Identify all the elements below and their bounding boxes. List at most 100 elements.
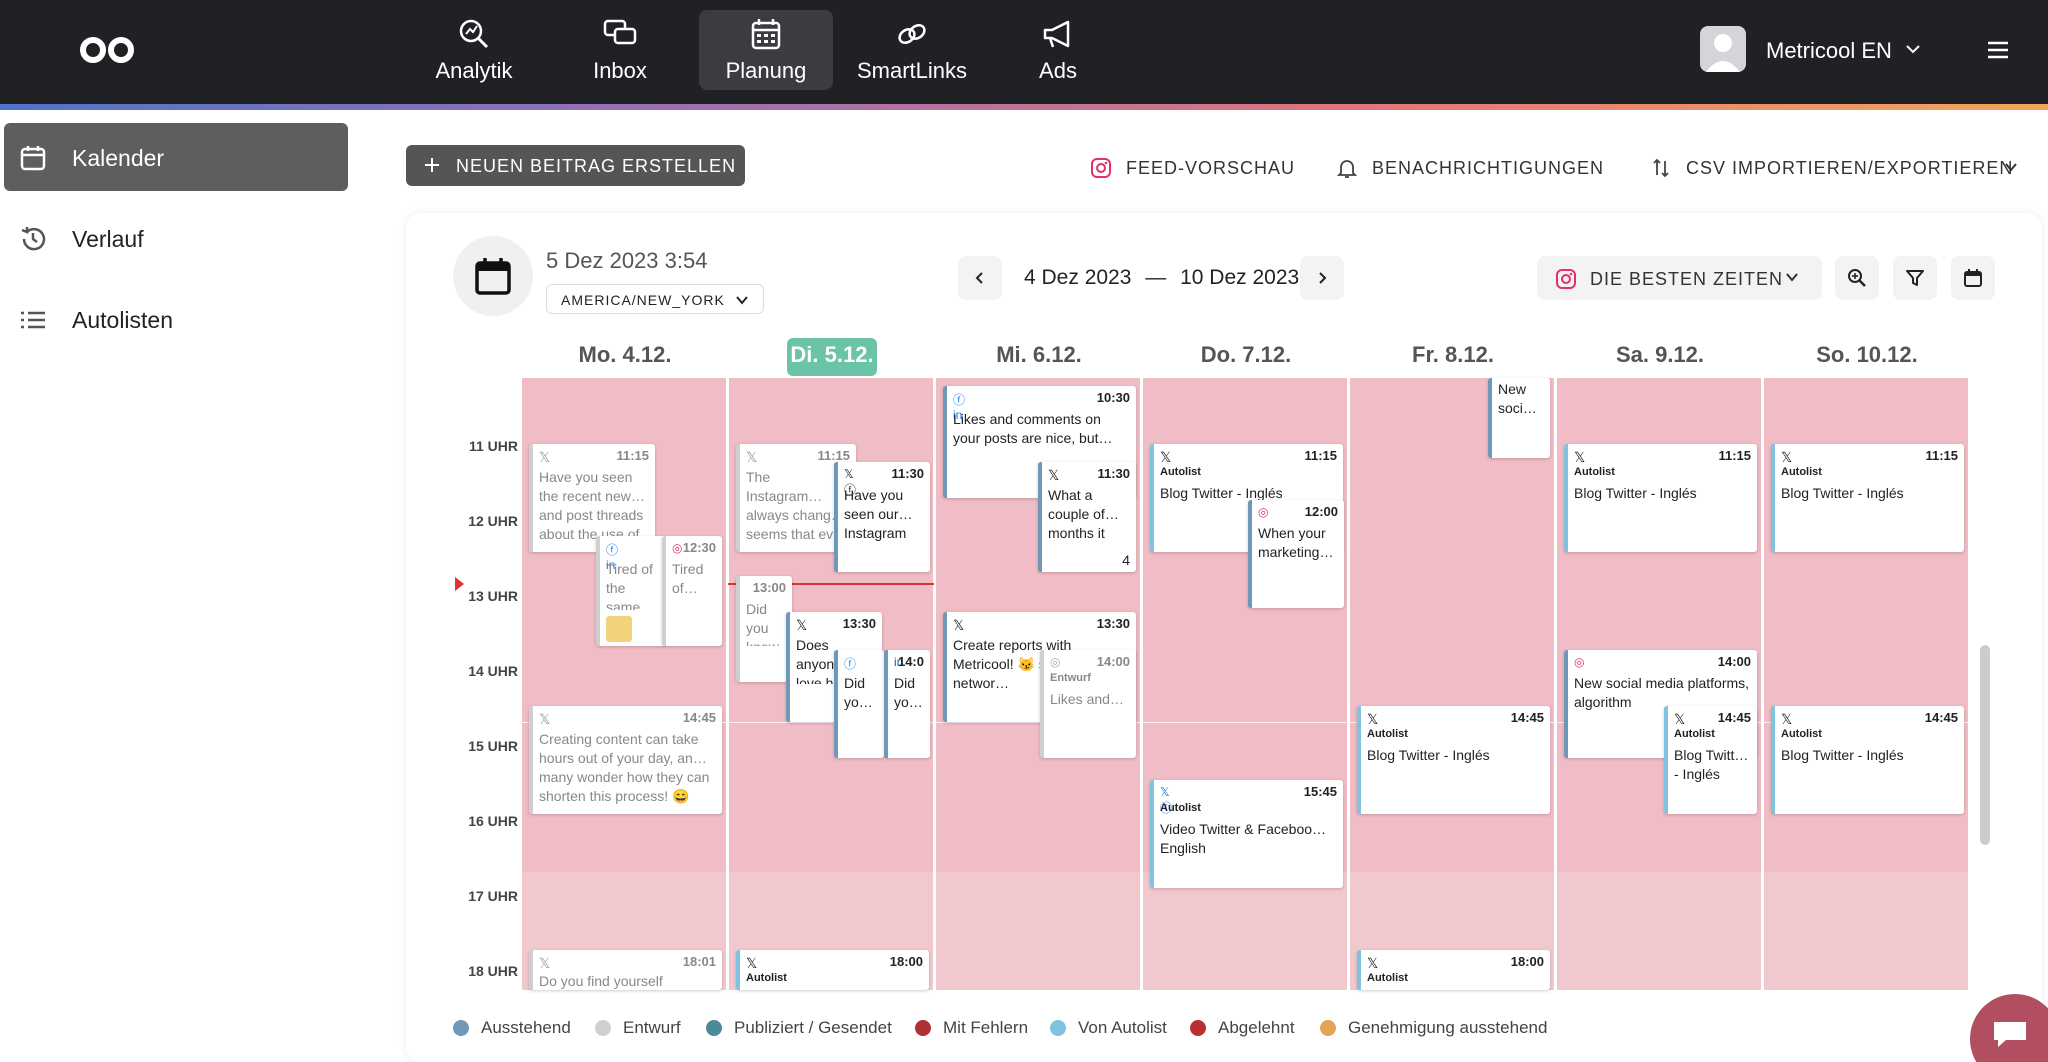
post-text: New social media platforms, algorithm xyxy=(1574,675,1750,710)
feed-preview-button[interactable]: FEED-VORSCHAU xyxy=(1074,145,1306,189)
next-week-button[interactable] xyxy=(1300,256,1344,300)
post-time: 11:15 xyxy=(1718,448,1751,463)
x-twitter-icon: 𝕏 xyxy=(953,617,965,633)
filter-icon xyxy=(1906,270,1924,286)
post-card[interactable]: 𝕏 11:30 What a couple of… months it 4 xyxy=(1038,462,1136,572)
post-card[interactable]: 𝕏 14:45 Autolist Blog Twitter - Inglés xyxy=(1357,706,1550,814)
post-time: 11:30 xyxy=(1097,466,1130,481)
range-separator: — xyxy=(1145,266,1167,289)
metricool-logo-icon[interactable] xyxy=(78,34,136,66)
nav-ads[interactable]: Ads xyxy=(991,10,1125,90)
list-icon xyxy=(21,311,45,329)
post-card[interactable]: 𝕏 14:45 Creating content can take hours … xyxy=(529,706,722,814)
current-datetime: 5 Dez 2023 3:54 xyxy=(546,248,708,273)
day-header[interactable]: So. 10.12. xyxy=(1816,342,1918,367)
post-time: 18:00 xyxy=(889,954,923,969)
post-text: What a couple of… months it xyxy=(1048,487,1119,541)
hamburger-menu-icon[interactable] xyxy=(1984,36,2012,64)
post-time: 14:00 xyxy=(1096,654,1130,669)
sidebar-item-kalender[interactable]: Kalender xyxy=(4,123,348,191)
post-card[interactable]: 𝕏 18:00 Autolist xyxy=(1357,950,1550,990)
post-card[interactable]: 𝕏 18:00 Autolist xyxy=(736,950,929,990)
account-name[interactable]: Metricool EN xyxy=(1766,38,1892,63)
post-card[interactable]: 𝕏 ⓕ 15:45 Autolist Video Twitter & Faceb… xyxy=(1150,780,1343,888)
legend-label: Publiziert / Gesendet xyxy=(734,1018,892,1037)
chevron-down-icon[interactable] xyxy=(1904,40,1922,58)
post-card[interactable]: New soci… xyxy=(1488,378,1550,458)
post-card[interactable]: 𝕏 11:15 Autolist Blog Twitter - Inglés xyxy=(1564,444,1757,552)
new-post-label: NEUEN BEITRAG ERSTELLEN xyxy=(456,156,737,176)
nav-planung[interactable]: Planung xyxy=(699,10,833,90)
day-header[interactable]: Mi. 6.12. xyxy=(996,342,1082,367)
nav-inbox[interactable]: Inbox xyxy=(553,10,687,90)
x-twitter-icon: 𝕏 xyxy=(746,449,758,465)
day-header[interactable]: Do. 7.12. xyxy=(1200,342,1292,367)
x-facebook-icon: 𝕏 ⓕ xyxy=(1160,785,1173,815)
post-time: 13:30 xyxy=(842,616,876,631)
post-card[interactable]: 𝕏 11:15 Autolist Blog Twitter - Inglés xyxy=(1771,444,1964,552)
nav-analytik[interactable]: Analytik xyxy=(407,10,541,90)
inbox-icon xyxy=(603,19,637,45)
instagram-icon: ◎ xyxy=(1258,505,1269,519)
chevron-right-icon xyxy=(1319,272,1327,284)
new-post-button[interactable]: NEUEN BEITRAG ERSTELLEN xyxy=(406,145,745,186)
previous-week-button[interactable] xyxy=(958,256,1002,300)
day-header[interactable]: Sa. 9.12. xyxy=(1615,342,1705,367)
nav-label: Planung xyxy=(725,58,807,83)
post-card[interactable]: ◎ 14:00 Entwurf Likes and… comments xyxy=(1040,650,1136,758)
x-twitter-icon: 𝕏 xyxy=(1781,711,1793,727)
csv-import-export-button[interactable]: CSV IMPORTIEREN/EXPORTIEREN xyxy=(1634,145,2034,189)
today-highlight xyxy=(787,338,877,376)
sidebar-item-verlauf[interactable]: Verlauf xyxy=(4,204,348,272)
date-range: 4 Dez 2023 — 10 Dez 2023 xyxy=(1024,266,1299,290)
post-text: Have you seen our… Instagram xyxy=(844,487,913,541)
x-twitter-icon: 𝕏 xyxy=(1367,711,1379,727)
post-card[interactable]: ◎ 12:00 When your marketing… xyxy=(1248,500,1344,608)
x-twitter-icon: 𝕏 xyxy=(1048,467,1060,483)
post-card[interactable]: 𝕏 ⓕ 11:30 Have you seen our… Instagram xyxy=(834,462,930,572)
nav-smartlinks[interactable]: SmartLinks xyxy=(845,10,979,90)
best-times-button[interactable]: DIE BESTEN ZEITEN xyxy=(1537,256,1822,300)
post-card[interactable]: 13:00 Did you know xyxy=(736,576,792,682)
autolist-badge: Autolist xyxy=(1781,466,1822,478)
day-header-today[interactable]: Di. 5.12. xyxy=(790,342,874,367)
post-card[interactable]: 𝕏 11:15 Have you seen the recent new… an… xyxy=(529,444,655,552)
post-card[interactable]: 𝕏 14:45 Autolist Blog Twitter - Inglés xyxy=(1771,706,1964,814)
day-column[interactable] xyxy=(1350,378,1556,990)
legend-dot xyxy=(706,1020,722,1036)
notifications-button[interactable]: BENACHRICHTIGUNGEN xyxy=(1320,145,1620,189)
linkedin-icon: in xyxy=(894,655,904,669)
zoom-button[interactable] xyxy=(1835,256,1879,300)
post-card[interactable]: in 14:0 Did yo… xyxy=(884,650,930,758)
post-text: Blog Twitter - Inglés xyxy=(1160,485,1283,501)
current-time-marker xyxy=(455,577,464,591)
x-twitter-icon: 𝕏 xyxy=(539,711,551,727)
sidebar-item-autolisten[interactable]: Autolisten xyxy=(4,285,348,353)
calendar-scrollbar[interactable] xyxy=(1980,645,1990,845)
autolist-badge: Autolist xyxy=(1367,972,1408,984)
legend-label: Abgelehnt xyxy=(1218,1018,1295,1037)
calendar-view-button[interactable] xyxy=(1951,256,1995,300)
filter-button[interactable] xyxy=(1893,256,1937,300)
instagram-icon: ◎ xyxy=(672,541,683,555)
post-card[interactable]: 𝕏 18:01 Do you find yourself xyxy=(529,950,722,990)
x-twitter-icon: 𝕏 xyxy=(539,955,551,971)
day-header[interactable]: Mo. 4.12. xyxy=(578,342,672,367)
avatar[interactable] xyxy=(1700,26,1746,72)
analytics-icon xyxy=(459,19,489,49)
post-card[interactable]: 𝕏 14:45 Autolist Blog Twitt… - Inglés xyxy=(1664,706,1757,814)
legend-dot xyxy=(1320,1020,1336,1036)
post-card[interactable]: ⓕ Did yo… know xyxy=(834,650,884,758)
calendar-badge xyxy=(453,236,533,316)
autolist-badge: Autolist xyxy=(1674,728,1715,740)
timezone-select[interactable]: AMERICA/NEW_YORK xyxy=(546,284,764,314)
post-time: 12:30 xyxy=(682,540,716,555)
post-card[interactable]: ⓕ in Tired of the same… xyxy=(596,536,666,646)
post-time: 13:30 xyxy=(1096,616,1130,631)
post-card[interactable]: ◎ 12:30 Tired of… xyxy=(662,536,722,646)
sidebar-item-label: Autolisten xyxy=(72,307,174,333)
post-text: Have you seen the recent new… and post t… xyxy=(539,469,645,542)
instagram-icon xyxy=(1556,269,1576,289)
day-header[interactable]: Fr. 8.12. xyxy=(1412,342,1494,367)
post-text: Do you find yourself xyxy=(539,973,663,989)
